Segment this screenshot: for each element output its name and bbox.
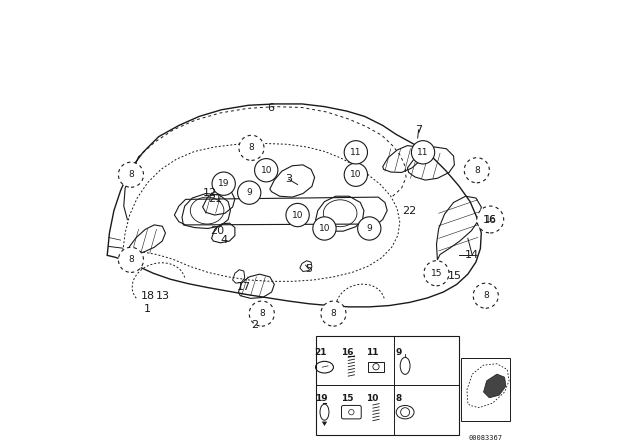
Text: 8: 8 <box>474 166 479 175</box>
Circle shape <box>464 158 490 183</box>
Text: 11: 11 <box>366 348 379 357</box>
Text: 8: 8 <box>331 309 336 318</box>
Text: 10: 10 <box>366 394 378 403</box>
Circle shape <box>477 206 504 233</box>
Text: 8: 8 <box>128 255 134 264</box>
Circle shape <box>249 301 275 326</box>
Text: 17: 17 <box>237 282 251 292</box>
Text: 15: 15 <box>431 269 442 278</box>
Circle shape <box>313 217 336 240</box>
Circle shape <box>286 203 309 227</box>
Text: 21: 21 <box>315 348 327 357</box>
Text: 21: 21 <box>207 194 222 204</box>
Text: 1: 1 <box>144 304 151 314</box>
Text: 12: 12 <box>203 188 218 198</box>
Text: 15: 15 <box>342 394 354 403</box>
Text: 8: 8 <box>248 143 254 152</box>
Text: 13: 13 <box>156 291 170 301</box>
Text: 10: 10 <box>292 211 303 220</box>
Text: 22: 22 <box>403 206 417 215</box>
Text: 8: 8 <box>396 394 401 403</box>
Text: 16: 16 <box>483 215 497 224</box>
Text: 6: 6 <box>268 103 274 112</box>
Bar <box>316 336 459 435</box>
Text: 7: 7 <box>415 125 422 135</box>
Circle shape <box>237 181 261 204</box>
Text: 00083367: 00083367 <box>468 435 503 441</box>
Text: 9: 9 <box>246 188 252 197</box>
Text: 15: 15 <box>447 271 461 280</box>
Bar <box>368 362 384 372</box>
Circle shape <box>212 172 236 195</box>
Text: 19: 19 <box>315 394 327 403</box>
Circle shape <box>473 283 499 308</box>
Circle shape <box>358 217 381 240</box>
Text: 8: 8 <box>259 309 264 318</box>
Polygon shape <box>484 374 506 398</box>
Circle shape <box>239 135 264 160</box>
Text: 20: 20 <box>210 226 224 236</box>
Text: 3: 3 <box>285 174 292 184</box>
Text: 8: 8 <box>483 291 488 300</box>
Circle shape <box>255 159 278 182</box>
Text: 18: 18 <box>140 291 155 301</box>
Circle shape <box>412 141 435 164</box>
Text: 16: 16 <box>484 215 496 224</box>
Text: 14: 14 <box>465 250 479 260</box>
Circle shape <box>321 301 346 326</box>
Text: 10: 10 <box>260 166 272 175</box>
Text: 8: 8 <box>128 170 134 179</box>
Text: 9: 9 <box>396 348 402 357</box>
Text: 2: 2 <box>252 320 259 330</box>
Bar <box>461 358 511 421</box>
Polygon shape <box>322 422 327 426</box>
Text: 19: 19 <box>218 179 229 188</box>
Text: 5: 5 <box>305 264 312 274</box>
Circle shape <box>424 261 449 286</box>
Circle shape <box>118 162 143 187</box>
Text: 9: 9 <box>367 224 372 233</box>
Circle shape <box>118 247 143 272</box>
Text: 10: 10 <box>350 170 362 179</box>
Text: 10: 10 <box>319 224 330 233</box>
Text: 16: 16 <box>342 348 354 357</box>
Circle shape <box>344 163 367 186</box>
Text: 4: 4 <box>220 235 227 245</box>
Text: 11: 11 <box>350 148 362 157</box>
Text: 11: 11 <box>417 148 429 157</box>
Circle shape <box>344 141 367 164</box>
